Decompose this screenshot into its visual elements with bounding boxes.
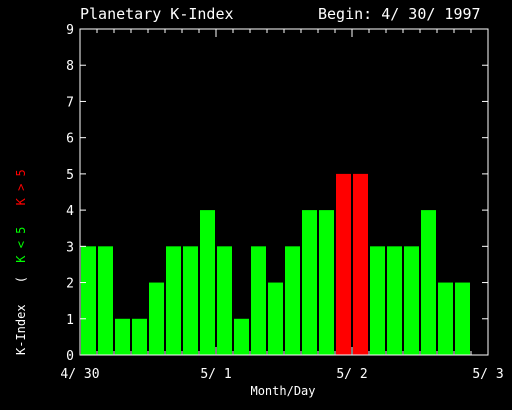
x-tick-label: 5/ 3 xyxy=(472,367,503,382)
bar xyxy=(132,318,147,355)
bar xyxy=(149,282,164,355)
y-tick-label: 0 xyxy=(66,349,74,364)
y-tick-label: 1 xyxy=(66,313,74,328)
x-tick-label: 5/ 1 xyxy=(200,367,231,382)
bar xyxy=(268,282,283,355)
y-tick-label: 5 xyxy=(66,168,74,183)
y-tick-label: 6 xyxy=(66,132,74,147)
y-tick-label: 2 xyxy=(66,277,74,292)
bar xyxy=(302,210,317,355)
x-tick-label: 5/ 2 xyxy=(336,367,367,382)
bar xyxy=(319,210,334,355)
y-ticks: 0 1 2 3 4 5 6 7 8 9 xyxy=(66,23,488,364)
x-tick-label: 4/ 30 xyxy=(60,367,99,382)
bar xyxy=(217,246,232,355)
bar xyxy=(370,246,385,355)
chart-subtitle: Begin: 4/ 30/ 1997 xyxy=(318,5,481,23)
bar xyxy=(183,246,198,355)
bar xyxy=(438,282,453,355)
bar xyxy=(421,210,436,355)
bar xyxy=(115,318,130,355)
bar xyxy=(200,210,215,355)
chart-title: Planetary K-Index xyxy=(80,5,234,23)
x-ticks: 4/ 30 5/ 1 5/ 2 5/ 3 xyxy=(60,29,504,382)
bar xyxy=(353,173,368,355)
bar xyxy=(336,173,351,355)
bar xyxy=(251,246,266,355)
y-tick-label: 7 xyxy=(66,95,74,110)
bar xyxy=(166,246,181,355)
x-axis-label: Month/Day xyxy=(250,384,315,398)
y-tick-label: 3 xyxy=(66,240,74,255)
y-axis-legend-open: ( xyxy=(14,276,28,283)
bar xyxy=(98,246,113,355)
bar xyxy=(404,246,419,355)
y-tick-label: 4 xyxy=(66,204,74,219)
bar xyxy=(387,246,402,355)
bar xyxy=(285,246,300,355)
y-tick-label: 9 xyxy=(66,23,74,38)
bar xyxy=(81,246,96,355)
y-axis-label-group: K-Index ( K < 5 K > 5 xyxy=(14,169,28,355)
bar xyxy=(455,282,470,355)
y-axis-legend-low: K < 5 xyxy=(14,227,28,263)
y-tick-label: 8 xyxy=(66,59,74,74)
bar xyxy=(234,318,249,355)
y-axis-label-main: K-Index xyxy=(14,304,28,355)
y-axis-legend-high: K > 5 xyxy=(14,169,28,205)
y-axis-label: K-Index ( K < 5 K > 5 xyxy=(14,169,28,355)
bars xyxy=(81,173,470,355)
